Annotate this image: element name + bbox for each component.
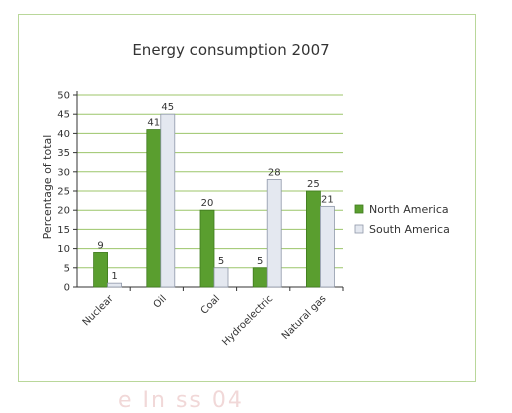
- x-tick-label: Nuclear: [81, 293, 117, 329]
- data-label: 41: [147, 118, 160, 129]
- y-tick-label: 0: [64, 283, 70, 294]
- bar-north-america: [146, 129, 162, 288]
- legend: North America South America: [354, 203, 450, 236]
- x-tick-label: Natural gas: [280, 293, 329, 342]
- y-tick-label: 30: [57, 167, 70, 178]
- y-tick-label: 35: [57, 148, 70, 159]
- bar-north-america: [305, 190, 321, 288]
- y-tick-label: 15: [57, 225, 70, 236]
- bar-south-america: [213, 267, 229, 288]
- bar-south-america: [160, 113, 176, 288]
- data-label: 9: [97, 240, 103, 251]
- data-label: 20: [201, 198, 214, 209]
- data-label: 28: [268, 167, 281, 178]
- y-tick-label: 5: [64, 263, 70, 274]
- data-label: 5: [218, 256, 224, 267]
- data-label: 5: [257, 256, 263, 267]
- y-tick-label: 20: [57, 206, 70, 217]
- legend-swatch: [354, 224, 364, 234]
- chart-frame: Energy consumption 2007 Percentage of to…: [18, 14, 476, 382]
- data-label: 45: [161, 102, 174, 113]
- bar-south-america: [266, 179, 282, 288]
- legend-label: North America: [369, 203, 449, 216]
- legend-swatch: [354, 204, 364, 214]
- chart-title: Energy consumption 2007: [132, 41, 329, 59]
- x-tick-label: Hydroelectric: [220, 293, 275, 348]
- y-axis-label: Percentage of total: [41, 135, 54, 240]
- y-tick-label: 25: [57, 187, 70, 198]
- labels: 0510152025303540455091Nuclear4145Oil205C…: [57, 91, 334, 349]
- watermark-text: e In ss 04: [118, 388, 244, 413]
- data-label: 21: [321, 194, 334, 205]
- y-tick-label: 10: [57, 244, 70, 255]
- bar-north-america: [199, 209, 215, 288]
- bar-chart: Energy consumption 2007 Percentage of to…: [41, 41, 450, 349]
- x-tick-label: Coal: [199, 293, 222, 316]
- bar-north-america: [93, 252, 108, 288]
- legend-label: South America: [369, 223, 450, 236]
- x-tick-label: Oil: [152, 293, 169, 310]
- y-tick-label: 40: [57, 129, 70, 140]
- data-label: 1: [111, 271, 117, 282]
- bar-south-america: [319, 205, 335, 288]
- y-tick-label: 50: [57, 91, 70, 102]
- data-label: 25: [307, 179, 320, 190]
- bar-south-america: [107, 282, 122, 288]
- bars: [93, 113, 335, 288]
- bar-north-america: [252, 267, 268, 288]
- y-tick-label: 45: [57, 110, 70, 121]
